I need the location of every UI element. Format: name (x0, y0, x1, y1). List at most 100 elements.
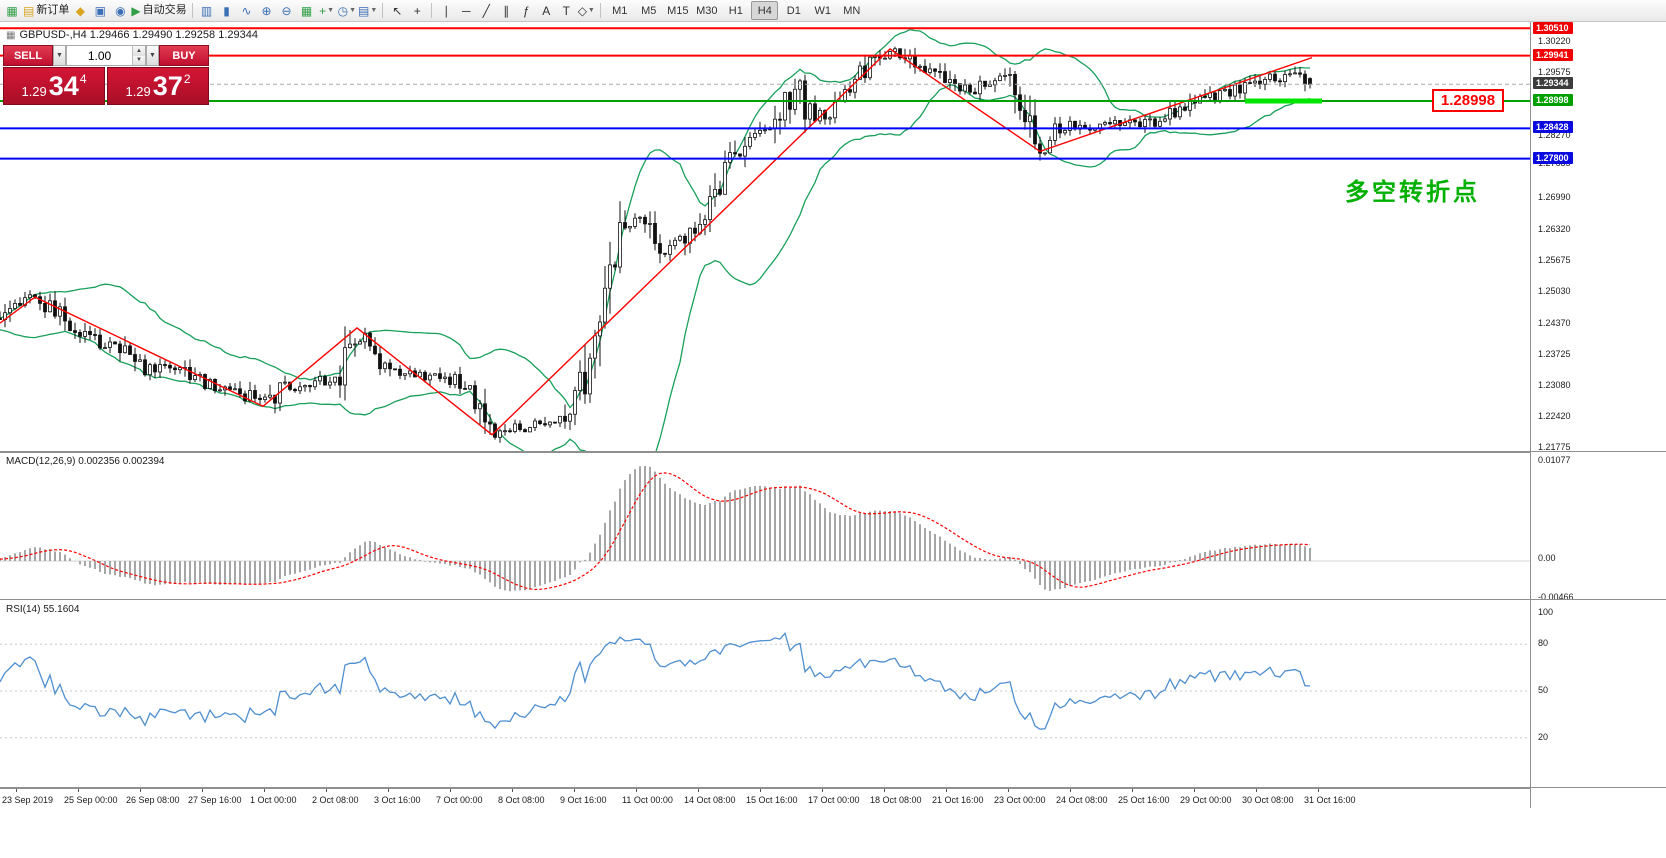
macd-chart[interactable] (0, 453, 1530, 601)
toolbar-separator (600, 3, 602, 18)
price-badge: 1.29344 (1533, 77, 1573, 90)
price-callout-box[interactable]: 1.28998 (1432, 89, 1504, 112)
volume-input[interactable] (67, 46, 132, 65)
bar-chart-icon[interactable]: ▥ (200, 3, 213, 18)
bid-prefix: 1.29 (21, 84, 47, 99)
timeframe-button-MN[interactable]: MN (843, 4, 861, 17)
candlestick-chart-icon[interactable]: ▮ (223, 3, 230, 18)
timeframe-button-M30[interactable]: M30 (696, 4, 718, 17)
label-tool-icon[interactable]: T (562, 3, 570, 18)
line-chart-icon[interactable]: ∿ (241, 3, 252, 18)
navigator-icon[interactable]: ◉ (115, 3, 126, 18)
time-axis-label: 11 Oct 00:00 (622, 795, 673, 805)
candlestick-chart[interactable] (0, 22, 1530, 452)
price-axis: 1.302201.295751.289301.282701.276851.269… (1530, 22, 1666, 808)
zoom-in-icon[interactable]: ⊕ (261, 3, 272, 18)
time-tick (326, 789, 327, 792)
toolbar-separator (191, 3, 193, 18)
sell-button[interactable]: SELL (3, 45, 53, 66)
fibonacci-tool-icon[interactable]: ƒ (522, 3, 530, 18)
macd-panel[interactable] (0, 452, 1530, 601)
timeframe-button-M15[interactable]: M15 (667, 4, 689, 17)
time-tick (1070, 789, 1071, 792)
buy-button[interactable]: BUY (159, 45, 209, 66)
rsi-axis-label: 20 (1538, 731, 1549, 742)
time-tick (1194, 789, 1195, 792)
time-axis: 23 Sep 2019 25 Sep 00:00 26 Sep 08:00 27 Se… (0, 788, 1530, 810)
time-tick (202, 789, 203, 792)
time-axis-label: 14 Oct 08:00 (684, 795, 736, 805)
ask-sup: 2 (183, 72, 191, 86)
price-axis-label: 1.23725 (1538, 348, 1571, 359)
rsi-chart[interactable] (0, 600, 1530, 788)
price-axis-label: 1.24370 (1538, 317, 1571, 328)
time-tick (760, 789, 761, 792)
timeframe-button-W1[interactable]: W1 (814, 4, 832, 17)
price-axis-label: 1.22420 (1538, 411, 1571, 422)
macd-axis-label: 0.00 (1538, 553, 1556, 563)
timeframe-button-M1[interactable]: M1 (612, 4, 628, 17)
hline-tool-icon[interactable]: ─ (462, 3, 471, 18)
ask-quote[interactable]: 1.29 37 2 (107, 67, 209, 105)
zoom-out-icon[interactable]: ⊖ (281, 3, 292, 18)
turning-point-note[interactable]: 多空转折点 (1345, 179, 1480, 206)
indicators-icon[interactable]: + ▼ (319, 3, 335, 18)
periods-icon[interactable]: ◷ ▼ (337, 3, 356, 18)
price-axis-label: 1.29575 (1538, 67, 1571, 78)
volume-stepper[interactable]: ▲ ▼ (132, 46, 145, 65)
new-chart-icon[interactable]: ▦ (6, 3, 18, 18)
rsi-axis-label: 80 (1538, 638, 1549, 649)
cursor-icon[interactable]: ↖ (392, 3, 403, 18)
time-tick (636, 789, 637, 792)
ask-big: 37 (152, 70, 183, 101)
toolbar-separator (382, 3, 384, 18)
macd-axis-label: -0.00466 (1538, 592, 1574, 602)
buy-dropdown-icon[interactable]: ▼ (146, 45, 159, 66)
one-click-trading-panel: SELL ▼ ▲ ▼ ▼ BUY 1.29 34 4 1.29 37 2 (3, 45, 209, 105)
channel-tool-icon[interactable]: ∥ (503, 3, 510, 18)
templates-icon[interactable]: ▤ ▼ (358, 3, 378, 18)
new-order-button[interactable]: ▤ 新订单 (23, 3, 70, 18)
price-badge: 1.30510 (1533, 22, 1573, 34)
time-axis-label: 9 Oct 16:00 (560, 795, 607, 805)
timeframe-button-H4[interactable]: H4 (751, 1, 779, 20)
market-watch-icon[interactable]: ◆ (75, 3, 85, 18)
volume-up-icon[interactable]: ▲ (133, 46, 145, 56)
time-tick (574, 789, 575, 792)
timeframe-button-D1[interactable]: D1 (786, 4, 801, 17)
trendline-tool-icon[interactable]: ╱ (482, 3, 490, 18)
main-chart-panel[interactable] (0, 22, 1530, 452)
price-axis-label: 1.25030 (1538, 285, 1571, 296)
shapes-tool-icon[interactable]: ◇ ▼ (577, 3, 595, 18)
time-axis-label: 17 Oct 00:00 (808, 795, 860, 805)
separator-macd-rsi[interactable] (0, 599, 1666, 600)
price-axis-label: 1.23080 (1538, 379, 1571, 390)
time-axis-label: 26 Sep 08:00 (126, 795, 180, 805)
bid-big: 34 (48, 70, 79, 101)
sell-dropdown-icon[interactable]: ▼ (53, 45, 66, 66)
price-axis-label: 1.30220 (1538, 36, 1571, 47)
time-tick (698, 789, 699, 792)
price-badge: 1.28998 (1533, 93, 1573, 106)
separator-main-macd[interactable] (0, 451, 1666, 452)
toolbar: ▦ ▤ 新订单 ◆ ▣ ◉ ▶ 自动交易 ▥ ▮ ∿ ⊕ ⊖ ▦ + ▼ ◷ ▼ ▤ ▼ ↖ + ∣ ─ ╱ ∥ ƒ A T ◇ ▼ M1 M5… (0, 0, 1666, 22)
vline-tool-icon[interactable]: ∣ (443, 3, 450, 18)
volume-down-icon[interactable]: ▼ (133, 55, 145, 65)
crosshair-icon[interactable]: + (413, 3, 421, 18)
autotrade-button[interactable]: ▶ 自动交易 (131, 3, 187, 18)
text-tool-icon[interactable]: A (542, 3, 551, 18)
tile-windows-icon[interactable]: ▦ (300, 3, 313, 18)
time-axis-label: 23 Sep 2019 (2, 795, 54, 805)
timeframe-button-M5[interactable]: M5 (641, 4, 657, 17)
time-tick (822, 789, 823, 792)
data-window-icon[interactable]: ▣ (94, 3, 107, 18)
time-tick (1132, 789, 1133, 792)
bid-quote[interactable]: 1.29 34 4 (3, 67, 105, 105)
time-axis-label: 29 Oct 00:00 (1180, 795, 1232, 805)
rsi-panel[interactable] (0, 600, 1530, 788)
timeframe-button-H1[interactable]: H1 (728, 4, 743, 17)
macd-label: MACD(12,26,9) 0.002356 0.002394 (6, 456, 165, 467)
time-axis-label: 24 Oct 08:00 (1056, 795, 1108, 805)
time-axis-label: 30 Oct 08:00 (1242, 795, 1294, 805)
